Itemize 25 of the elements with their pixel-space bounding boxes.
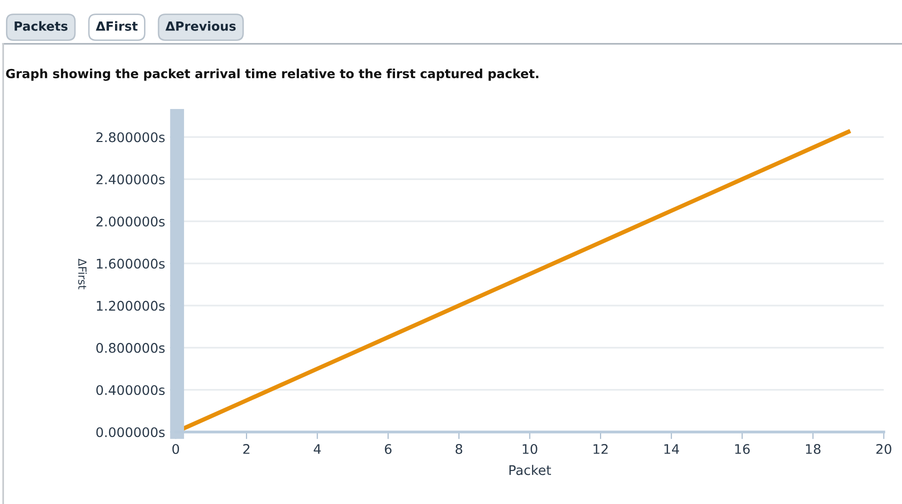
- y-tick-label: 2.800000s: [96, 132, 165, 142]
- y-axis-title: ΔFirst: [78, 258, 87, 290]
- y-tick-label: 1.600000s: [96, 258, 165, 269]
- x-tick-label: 8: [456, 444, 462, 454]
- text: Packets: [14, 21, 68, 31]
- x-tick-label: 6: [384, 444, 392, 454]
- y-tick-label: 2.000000s: [96, 216, 165, 227]
- x-tick-label: 4: [314, 444, 321, 454]
- x-tick-label: 10: [522, 444, 538, 454]
- x-tick-label: 16: [735, 444, 750, 454]
- text: ΔFirst: [96, 21, 138, 31]
- x-tick-label: 18: [806, 444, 820, 454]
- x-tick-label: 12: [594, 444, 608, 454]
- x-tick-label: 20: [876, 444, 892, 454]
- text: ΔPrevious: [165, 21, 236, 31]
- y-tick-label: 0.800000s: [96, 342, 165, 353]
- chart-title: Graph showing the packet arrival time relative to the first captured packet.: [6, 68, 538, 81]
- y-tick-label: 0.000000s: [96, 427, 165, 438]
- x-tick-label: 14: [664, 444, 680, 454]
- y-tick-label: 1.200000s: [96, 300, 165, 311]
- x-tick-label: 0: [172, 444, 180, 454]
- y-tick-label: 2.400000s: [96, 174, 165, 184]
- y-tick-label: 0.400000s: [96, 385, 165, 396]
- x-axis-title: Packet: [509, 464, 552, 476]
- x-tick-label: 2: [243, 444, 250, 454]
